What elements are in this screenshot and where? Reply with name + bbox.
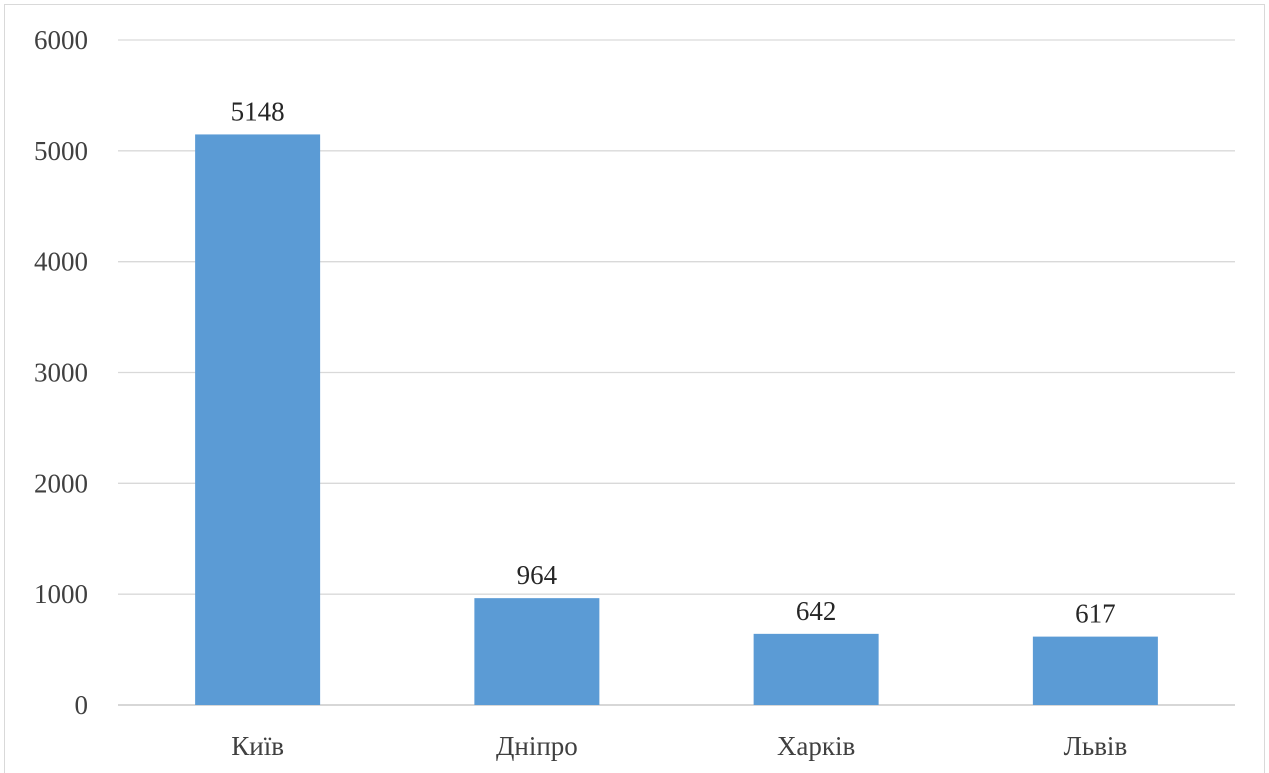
y-tick-label: 4000 xyxy=(34,247,88,277)
y-tick-label: 0 xyxy=(75,690,89,720)
x-category-label: Дніпро xyxy=(496,731,578,761)
bars xyxy=(195,134,1158,705)
bar-3 xyxy=(753,633,879,705)
bar-1 xyxy=(195,134,321,705)
x-category-label: Львів xyxy=(1064,731,1128,761)
x-category-label: Харків xyxy=(777,731,855,761)
data-label: 5148 xyxy=(231,96,285,126)
x-axis-category-labels: Київ Дніпро Харків Львів xyxy=(231,731,1127,761)
x-category-label: Київ xyxy=(231,731,284,761)
y-axis-tick-labels: 0 1000 2000 3000 4000 5000 6000 xyxy=(34,25,88,720)
y-tick-label: 2000 xyxy=(34,468,88,498)
y-tick-label: 5000 xyxy=(34,136,88,166)
y-tick-label: 6000 xyxy=(34,25,88,55)
y-tick-label: 1000 xyxy=(34,579,88,609)
bar-2 xyxy=(474,598,600,705)
data-label: 964 xyxy=(517,560,558,590)
y-tick-label: 3000 xyxy=(34,358,88,388)
bar-4 xyxy=(1032,636,1158,705)
data-label: 642 xyxy=(796,596,837,626)
data-label: 617 xyxy=(1075,599,1116,629)
data-labels: 5148 964 642 617 xyxy=(231,96,1116,628)
